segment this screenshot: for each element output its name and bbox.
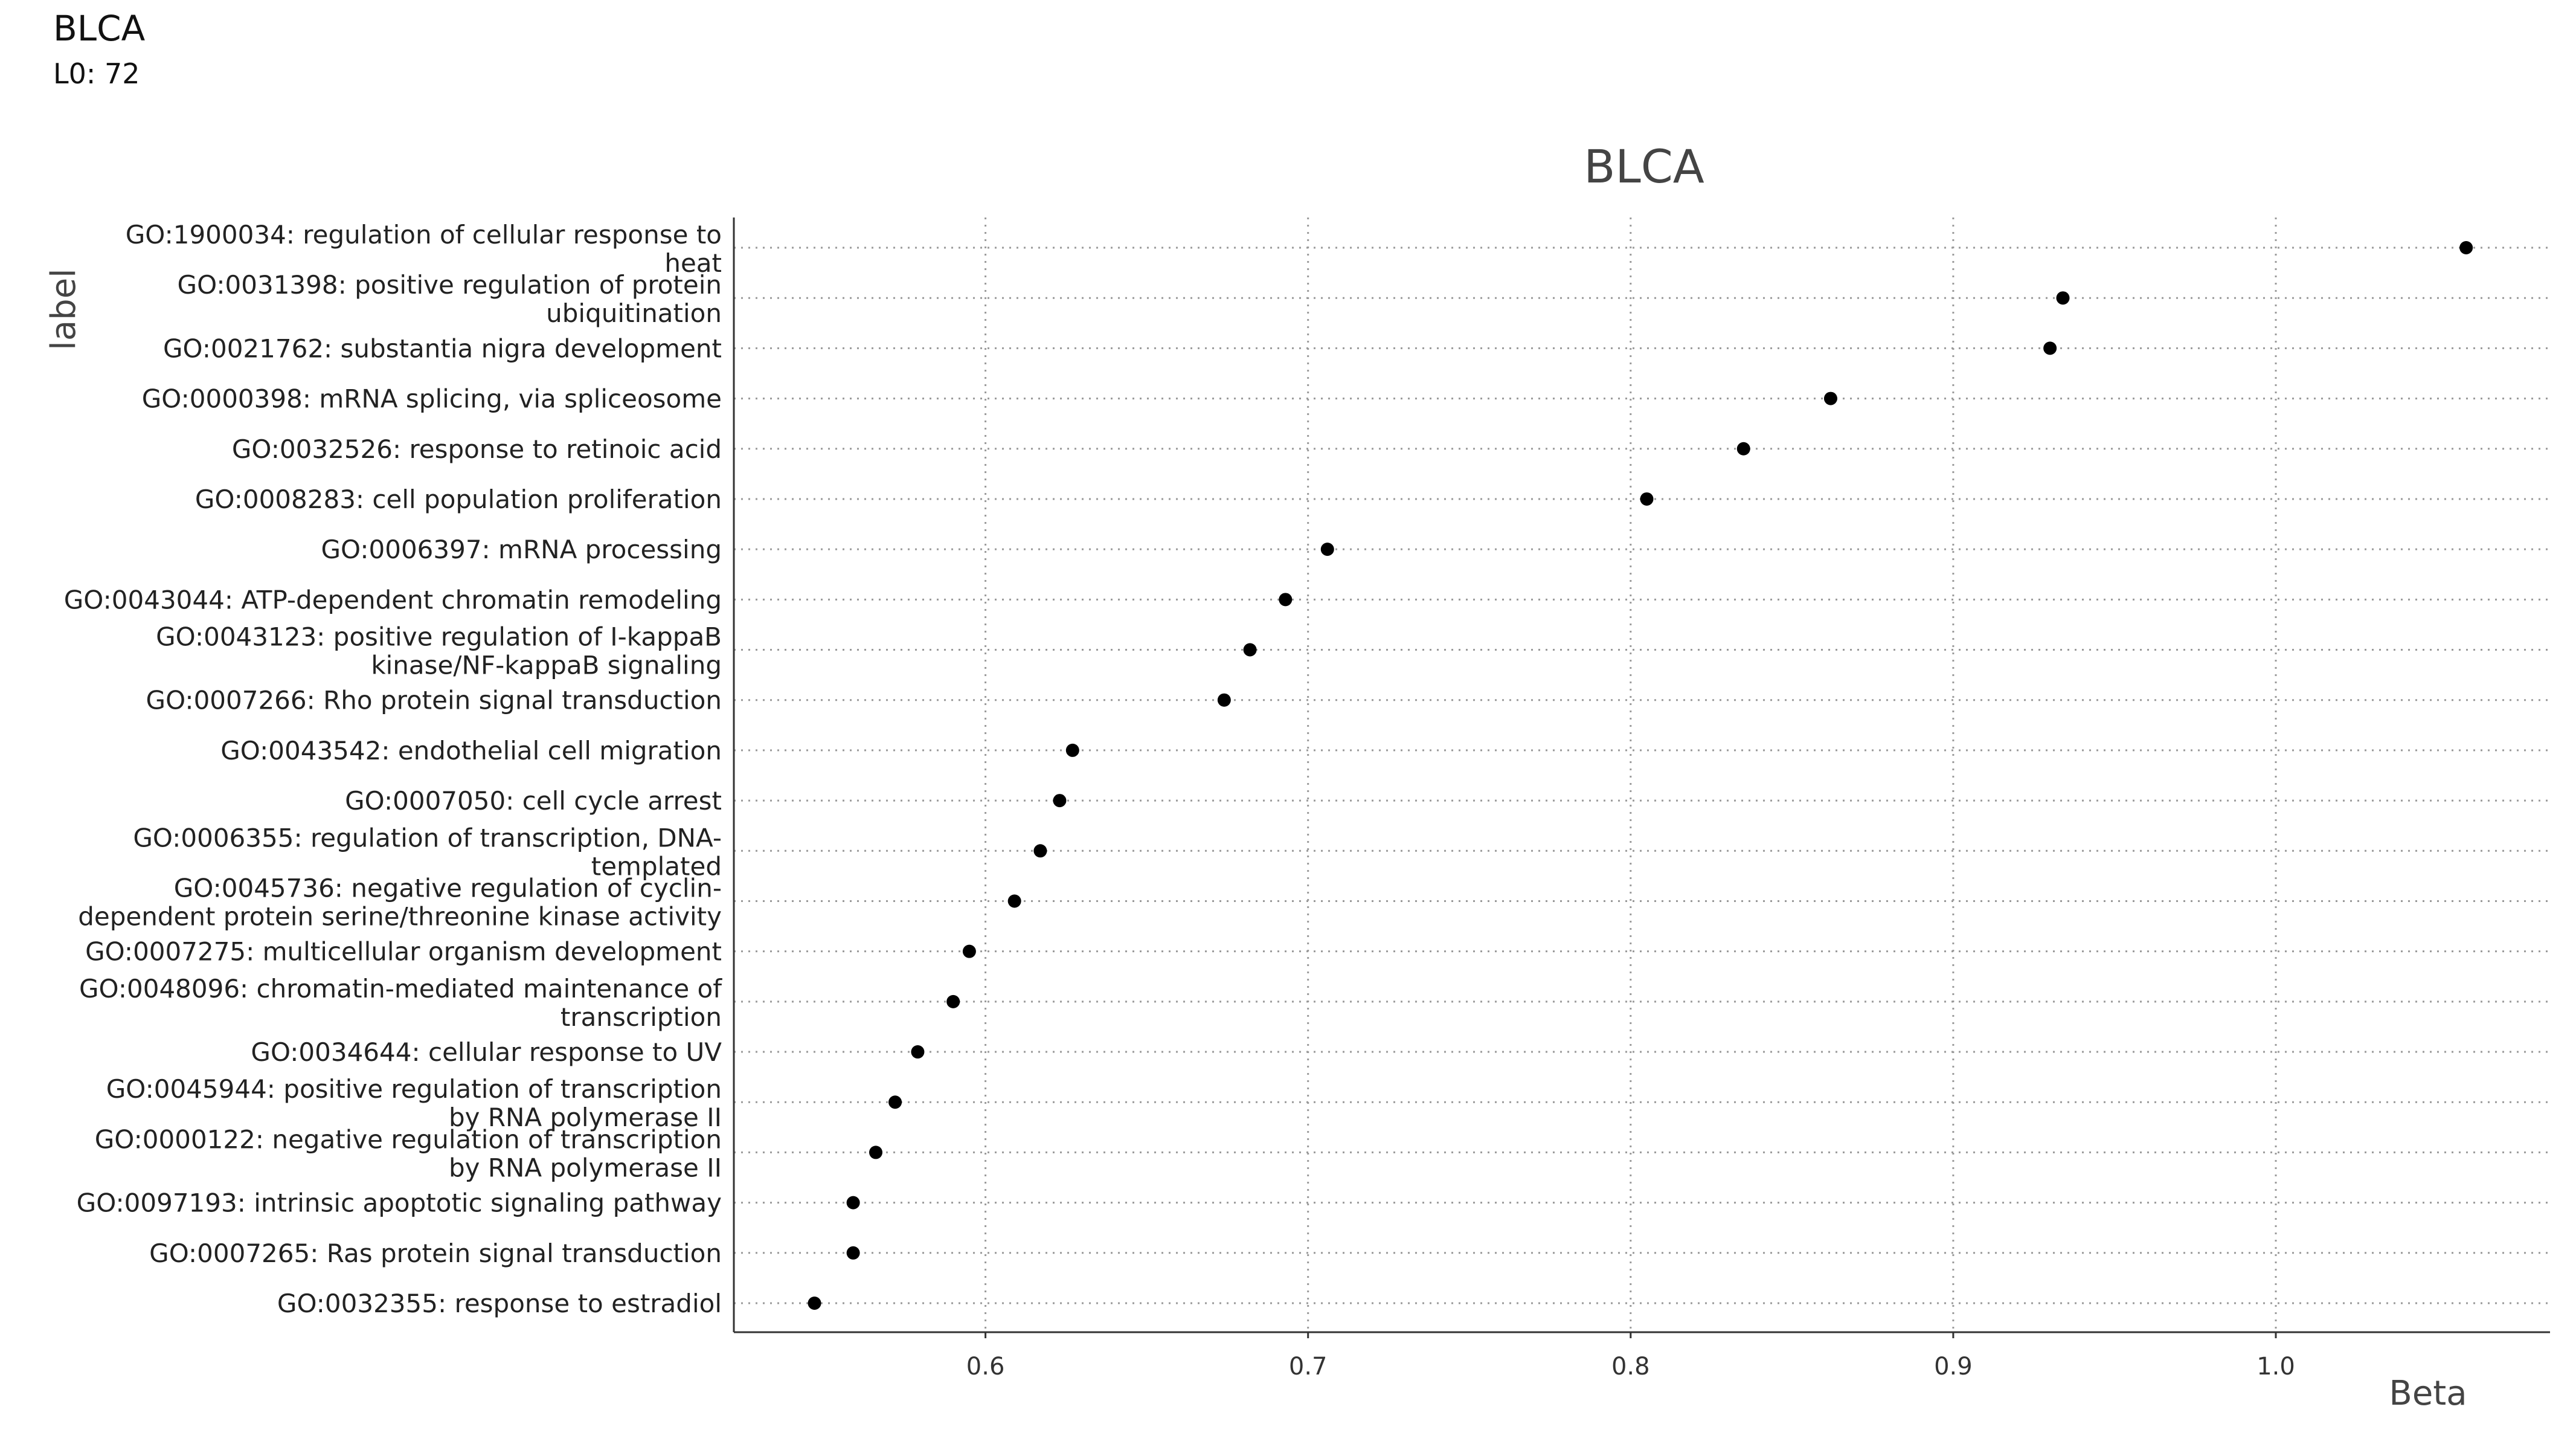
category-label: GO:0032526: response to retinoic acid [232, 434, 722, 464]
category-label: GO:0097193: intrinsic apoptotic signalin… [77, 1188, 722, 1218]
category-label: GO:1900034: regulation of cellular respo… [126, 220, 722, 278]
data-point [911, 1045, 925, 1059]
data-point [888, 1095, 902, 1109]
data-points [808, 241, 2473, 1310]
data-point [2459, 241, 2473, 254]
category-label: GO:0032355: response to estradiol [277, 1289, 722, 1318]
category-label: GO:0031398: positive regulation of prote… [178, 270, 722, 328]
x-tick-label: 0.8 [1611, 1353, 1650, 1381]
category-label: GO:0007266: Rho protein signal transduct… [146, 686, 722, 715]
y-axis-title: label [44, 268, 83, 350]
data-point [1823, 392, 1837, 405]
x-tick-label: 0.6 [966, 1353, 1005, 1381]
category-label: GO:0000122: negative regulation of trans… [95, 1124, 722, 1182]
data-point [1736, 442, 1750, 456]
category-label: GO:0045944: positive regulation of trans… [106, 1074, 722, 1132]
data-point [1320, 543, 1334, 556]
category-label: GO:0007050: cell cycle arrest [345, 786, 722, 816]
x-axis-title: Beta [2389, 1374, 2467, 1413]
x-tick-label: 0.7 [1289, 1353, 1328, 1381]
category-label: GO:0006397: mRNA processing [321, 535, 722, 564]
data-point [1217, 693, 1231, 707]
data-point [946, 994, 960, 1008]
data-point [2043, 341, 2057, 355]
category-label: GO:0034644: cellular response to UV [251, 1037, 722, 1067]
category-label: GO:0048096: chromatin-mediated maintenan… [79, 974, 722, 1032]
data-point [962, 944, 976, 958]
data-point [808, 1297, 821, 1310]
data-point [869, 1146, 883, 1159]
data-point [1640, 492, 1654, 506]
data-point [1279, 593, 1293, 607]
x-tick-label: 1.0 [2256, 1353, 2295, 1381]
category-label: GO:0043123: positive regulation of I-kap… [156, 622, 722, 680]
category-label: GO:0045736: negative regulation of cycli… [78, 873, 722, 931]
page-header-subtitle: L0: 72 [53, 57, 140, 90]
x-tick-label: 0.9 [1934, 1353, 1973, 1381]
data-point [1007, 894, 1021, 908]
category-label: GO:0043044: ATP-dependent chromatin remo… [64, 585, 722, 614]
category-label: GO:0021762: substantia nigra development [163, 334, 722, 363]
data-point [1053, 794, 1067, 808]
chart-title: BLCA [1584, 140, 1704, 193]
data-point [846, 1196, 860, 1210]
category-label: GO:0007275: multicellular organism devel… [85, 937, 722, 967]
data-point [2056, 291, 2070, 305]
page-header-title: BLCA [53, 8, 146, 49]
data-point [846, 1246, 860, 1260]
data-point [1243, 643, 1257, 657]
data-point [1033, 844, 1047, 858]
category-labels: GO:1900034: regulation of cellular respo… [64, 220, 722, 1318]
category-label: GO:0006355: regulation of transcription,… [133, 823, 722, 881]
x-tick-labels: 0.6 0.7 0.8 0.9 1.0 [966, 1332, 2295, 1381]
category-label: GO:0043542: endothelial cell migration [220, 736, 722, 765]
category-label: GO:0000398: mRNA splicing, via spliceoso… [142, 384, 722, 414]
grid [734, 218, 2550, 1332]
data-point [1065, 743, 1079, 757]
axes [733, 218, 2550, 1333]
category-label: GO:0007265: Ras protein signal transduct… [149, 1239, 722, 1268]
category-label: GO:0008283: cell population proliferatio… [195, 485, 722, 514]
